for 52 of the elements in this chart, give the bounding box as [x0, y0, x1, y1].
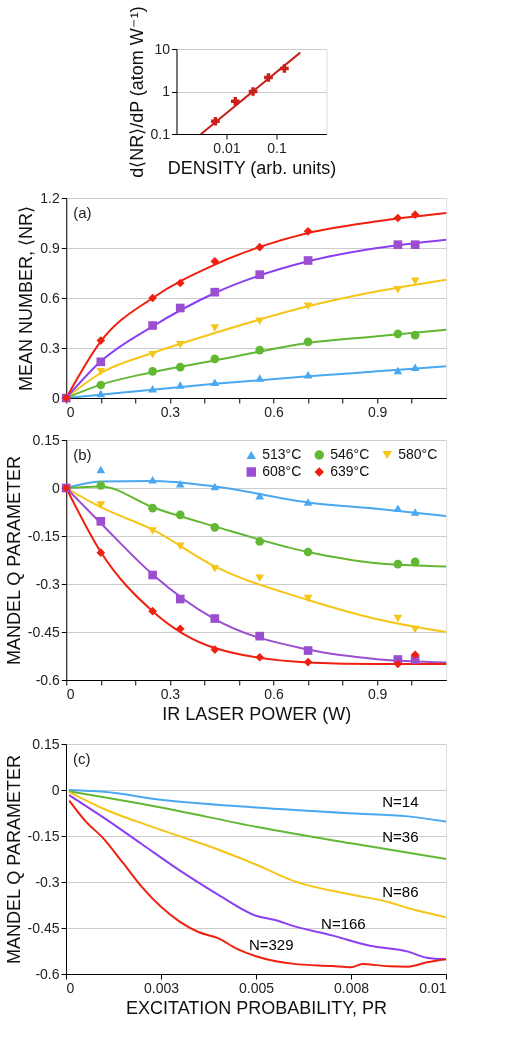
- legend-label: 608°C: [262, 463, 302, 479]
- y-tick-label: 1.2: [40, 189, 60, 206]
- x-tick-label: 0.9: [367, 403, 388, 420]
- annotation: (c): [73, 750, 91, 767]
- y-tick-label: 0.6: [40, 289, 60, 306]
- y-tick-label: 0: [51, 389, 60, 406]
- series-label: N=36: [382, 828, 419, 846]
- x-tick-label: 0.003: [143, 979, 180, 996]
- legend-label: 546°C: [330, 446, 370, 462]
- y-axis-title: MANDEL Q PARAMETER: [3, 754, 24, 965]
- y-tick-label: 0.3: [40, 339, 60, 356]
- y-tick-label: -0.6: [35, 671, 60, 688]
- x-tick-label: 0: [66, 403, 75, 420]
- y-tick-label: -0.3: [35, 575, 60, 592]
- x-tick-label: 0.005: [238, 979, 275, 996]
- x-tick-label: 0.6: [264, 685, 284, 702]
- annotation: (a): [73, 204, 92, 221]
- y-tick-label: -0.15: [27, 827, 60, 844]
- y-axis-title: d⟨NR⟩/dP (atom W⁻¹): [126, 6, 147, 178]
- y-tick-label: 0: [51, 781, 60, 798]
- y-tick-label: 0.1: [150, 125, 171, 142]
- x-tick-label: 0: [66, 685, 75, 702]
- series-label: N=166: [321, 915, 366, 933]
- x-tick-label: 0.01: [419, 979, 447, 996]
- series-label: N=329: [248, 936, 294, 954]
- y-axis-title: MEAN NUMBER, ⟨NR⟩: [16, 205, 37, 392]
- x-tick-label: 0.9: [367, 685, 388, 702]
- annotation: (b): [73, 446, 92, 463]
- y-tick-label: -0.15: [27, 527, 60, 544]
- y-tick-label: 10: [154, 40, 171, 57]
- x-axis-title: DENSITY (arb. units): [167, 157, 337, 178]
- x-tick-label: 0.01: [213, 139, 241, 156]
- y-tick-label: 0: [51, 479, 60, 496]
- y-tick-label: -0.45: [27, 623, 60, 640]
- y-tick-label: 0.15: [32, 431, 60, 448]
- x-axis-title: EXCITATION PROBABILITY, PR: [125, 997, 388, 1018]
- y-tick-label: 0.9: [40, 239, 60, 256]
- x-tick-label: 0.6: [264, 403, 284, 420]
- y-tick-label: -0.3: [35, 873, 60, 890]
- legend-label: 580°C: [398, 446, 438, 462]
- x-tick-label: 0.008: [333, 979, 370, 996]
- series-label: N=14: [382, 792, 419, 810]
- y-tick-label: 1: [162, 83, 171, 99]
- y-tick-label: -0.45: [27, 919, 60, 936]
- legend-label: 639°C: [330, 463, 370, 479]
- x-tick-label: 0: [66, 979, 75, 996]
- series-label: N=86: [382, 882, 419, 900]
- y-axis-title: MANDEL Q PARAMETER: [3, 455, 24, 666]
- y-tick-label: 0.15: [32, 735, 60, 752]
- legend-label: 513°C: [262, 446, 302, 462]
- x-axis-title: IR LASER POWER (W): [162, 703, 352, 724]
- y-tick-label: -0.6: [35, 965, 60, 982]
